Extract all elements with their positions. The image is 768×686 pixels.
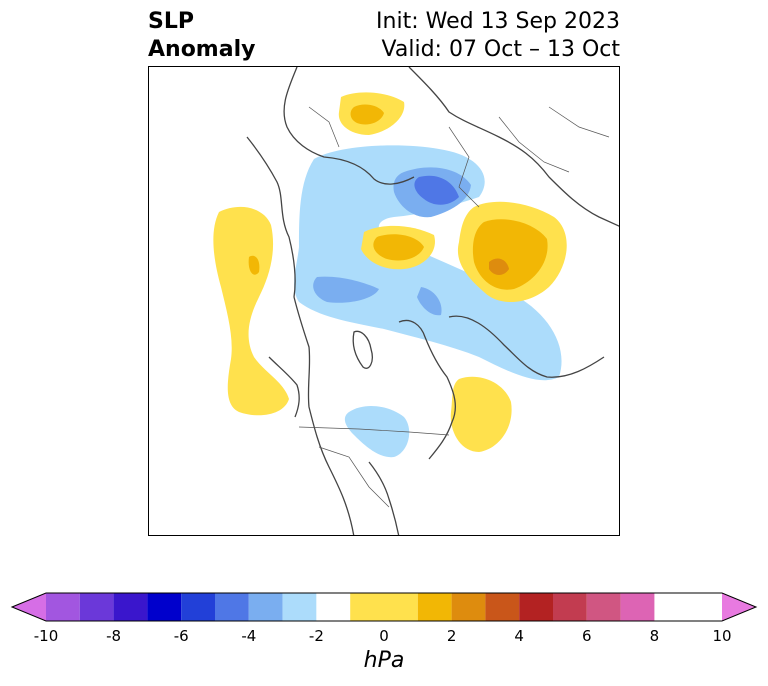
colorbar-bin xyxy=(79,593,114,621)
anomaly-siberia-deep xyxy=(489,258,509,275)
valid-range: Valid: 07 Oct – 13 Oct xyxy=(381,37,620,62)
colorbar-tick-label: 8 xyxy=(649,627,660,645)
colorbar-extend-high xyxy=(722,593,756,621)
colorbar-tick-label: -6 xyxy=(173,627,189,645)
colorbar-bin xyxy=(147,593,182,621)
anomaly-pacific-core xyxy=(248,255,260,275)
colorbar-bin xyxy=(350,593,418,621)
anomaly-central-siberia-core xyxy=(373,234,424,261)
colorbar-tick-label: -2 xyxy=(308,627,324,645)
title-variable: SLP xyxy=(148,9,194,34)
colorbar-bin xyxy=(113,593,148,621)
country-borders xyxy=(298,106,610,508)
colorbar-bin xyxy=(181,593,215,621)
anomaly-siberia-core xyxy=(472,219,548,290)
anomaly-arctic-deep xyxy=(414,175,459,205)
title-quantity: Anomaly xyxy=(148,37,256,62)
colorbar-extend-low xyxy=(12,593,46,621)
colorbar-bin xyxy=(586,593,621,621)
colorbar-bin xyxy=(46,593,80,621)
colorbar-outline xyxy=(10,592,758,622)
anomaly-sea-core xyxy=(417,287,442,316)
anomaly-atlantic-positive xyxy=(450,376,512,452)
anomaly-arctic-negative xyxy=(294,145,562,381)
colorbar-tick-label: 4 xyxy=(514,627,524,645)
colorbar-tick-label: 2 xyxy=(446,627,457,645)
colorbar-tick-label: -8 xyxy=(106,627,122,645)
colorbar-bin xyxy=(620,593,655,621)
anomaly-eastern-us-negative xyxy=(344,405,410,458)
coastlines xyxy=(246,67,619,535)
anomaly-bering-core xyxy=(313,276,379,303)
forecast-info: Init: Wed 13 Sep 2023 Valid: 07 Oct – 13… xyxy=(376,8,620,64)
init-date: Init: Wed 13 Sep 2023 xyxy=(376,9,620,34)
colorbar xyxy=(10,592,758,622)
colorbar-bin xyxy=(553,593,587,621)
colorbar-bin xyxy=(248,593,283,621)
colorbar-unit: hPa xyxy=(363,648,405,673)
anomaly-north-pacific-positive xyxy=(213,206,289,416)
map-title: SLP Anomaly xyxy=(148,8,255,64)
colorbar-tick-label: -10 xyxy=(33,627,59,645)
colorbar-tick-label: 10 xyxy=(712,627,732,645)
colorbar-bin xyxy=(519,593,553,621)
map-panel xyxy=(148,66,620,536)
colorbar-bin xyxy=(451,593,486,621)
colorbar-bin xyxy=(417,593,452,621)
polar-map xyxy=(213,67,619,535)
colorbar-tick-label: 6 xyxy=(582,627,592,645)
colorbar-bin xyxy=(282,593,317,621)
anomaly-europe-core xyxy=(350,104,384,125)
colorbar-bin xyxy=(316,593,351,621)
colorbar-bin xyxy=(485,593,520,621)
colorbar-tick-label: 0 xyxy=(379,627,389,645)
colorbar-tick-label: -4 xyxy=(241,627,257,645)
colorbar-bin xyxy=(215,593,249,621)
